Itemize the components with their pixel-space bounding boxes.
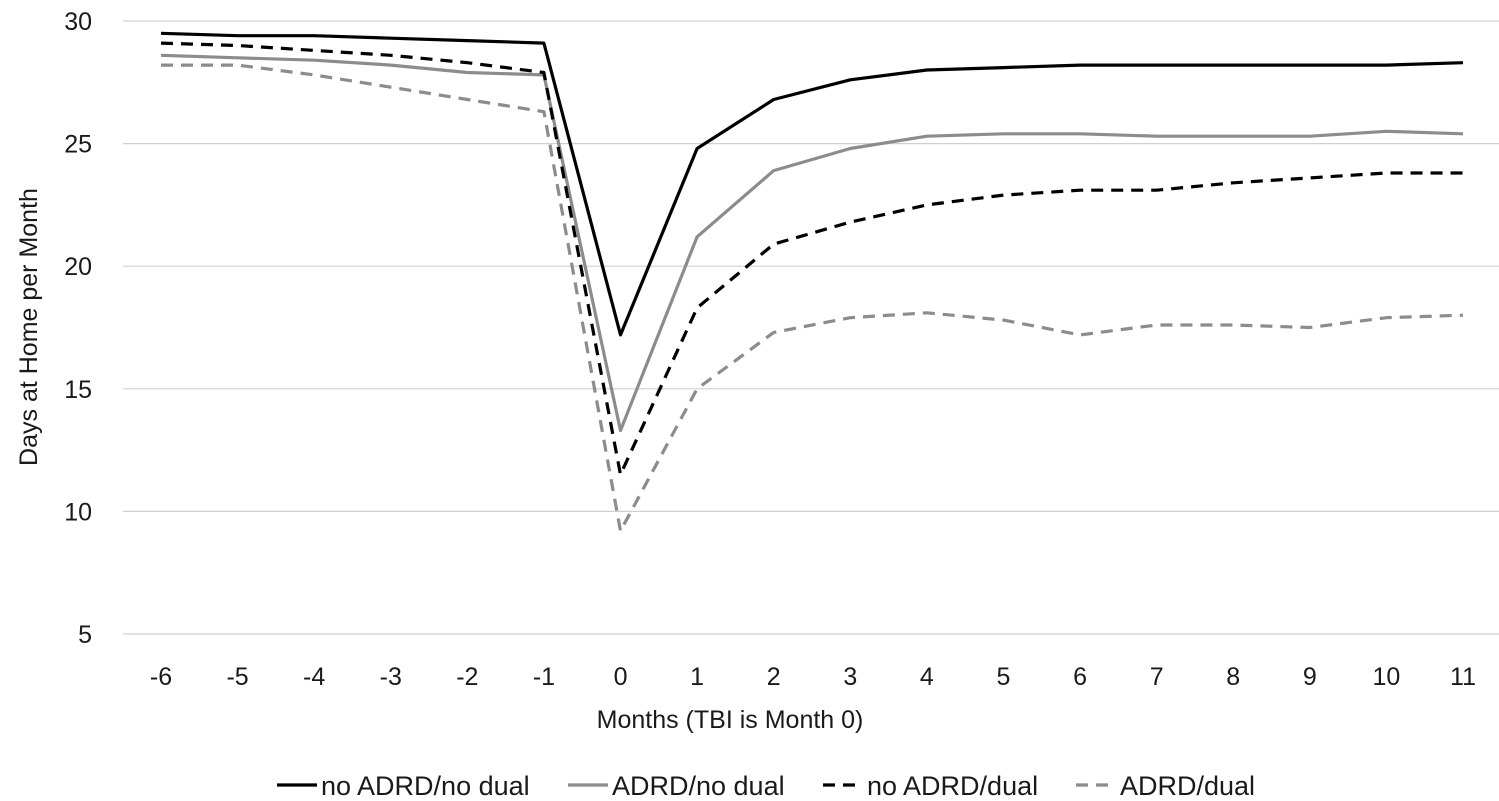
legend-label: no ADRD/dual xyxy=(867,771,1038,801)
x-tick-label: -1 xyxy=(533,663,555,691)
y-tick-label: 20 xyxy=(64,253,92,281)
y-tick-label: 10 xyxy=(64,498,92,526)
x-tick-label: -5 xyxy=(226,663,248,691)
x-tick-label: -4 xyxy=(303,663,325,691)
x-axis-tick-labels: -6 -5 -4 -3 -2 -1 0 1 2 3 4 5 6 7 8 9 10 11 xyxy=(150,663,1476,691)
gridlines xyxy=(123,20,1499,635)
legend-label: ADRD/dual xyxy=(1120,771,1255,801)
x-tick-label: -3 xyxy=(380,663,402,691)
legend-label: no ADRD/no dual xyxy=(321,771,530,801)
x-tick-label: -6 xyxy=(150,663,172,691)
y-tick-label: 25 xyxy=(64,131,92,159)
x-tick-label: 1 xyxy=(690,663,704,691)
series-line-4 xyxy=(161,63,1464,533)
series-line-1 xyxy=(160,31,1464,337)
x-tick-label: 4 xyxy=(920,663,934,691)
x-tick-label: 2 xyxy=(767,663,781,691)
x-tick-label: 0 xyxy=(614,663,628,691)
x-tick-label: 3 xyxy=(843,663,857,691)
legend-label: ADRD/no dual xyxy=(612,771,785,801)
y-axis-title: Days at Home per Month xyxy=(15,188,43,466)
y-tick-label: 30 xyxy=(64,8,92,36)
y-tick-label: 5 xyxy=(78,621,92,649)
x-axis-title: Months (TBI is Month 0) xyxy=(597,706,864,734)
series-line-2 xyxy=(160,53,1464,433)
x-tick-label: -2 xyxy=(456,663,478,691)
y-axis-tick-labels: 5 10 15 20 25 30 xyxy=(64,8,92,649)
x-tick-label: 11 xyxy=(1450,663,1476,691)
x-tick-label: 5 xyxy=(997,663,1011,691)
series-line-3 xyxy=(160,41,1463,477)
x-tick-label: 10 xyxy=(1373,663,1401,691)
x-tick-label: 6 xyxy=(1073,663,1087,691)
y-tick-label: 15 xyxy=(64,376,92,404)
legend: no ADRD/no dual ADRD/no dual no ADRD/dual A… xyxy=(277,771,1255,801)
x-tick-label: 8 xyxy=(1226,663,1240,691)
x-tick-label: 7 xyxy=(1150,663,1164,691)
series-lines xyxy=(160,31,1464,533)
x-tick-label: 9 xyxy=(1303,663,1317,691)
